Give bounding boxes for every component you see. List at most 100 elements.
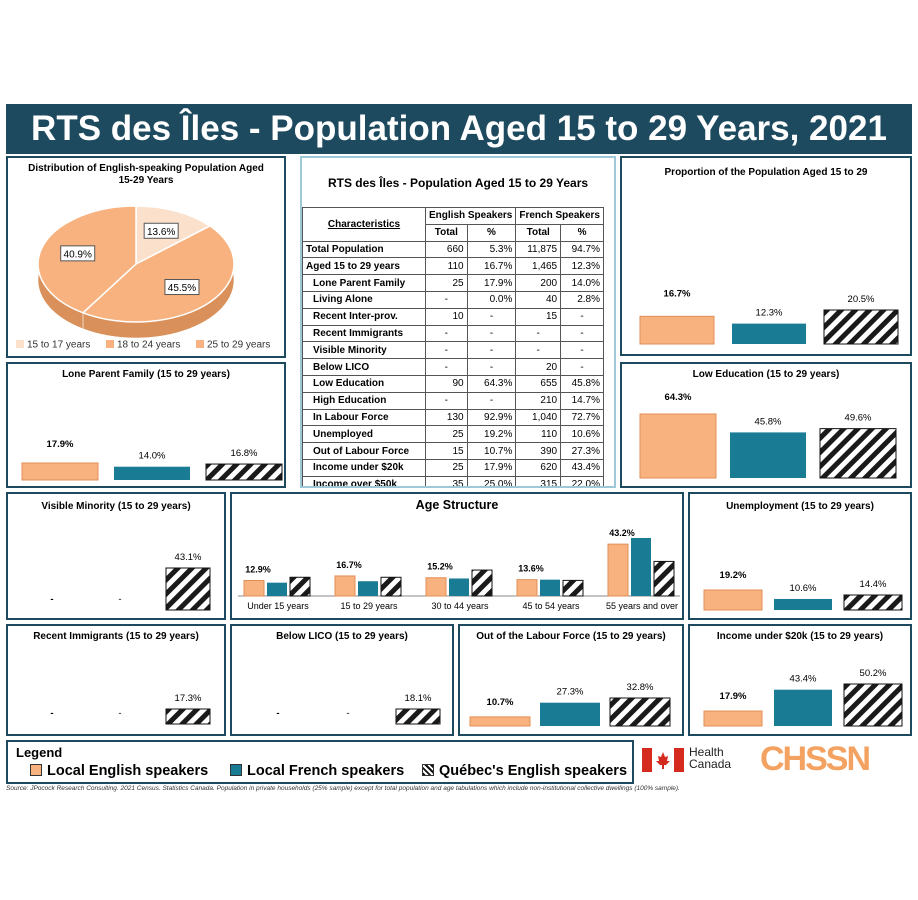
visible-minority-panel: Visible Minority (15 to 29 years) - - 43.1… bbox=[6, 492, 226, 620]
fr-pct: 14.7% bbox=[560, 391, 604, 410]
en-pct: 92.9% bbox=[466, 408, 517, 427]
bar-label-english: 17.9% bbox=[47, 439, 74, 450]
en-pct: 10.7% bbox=[466, 442, 517, 460]
row-label: High Education bbox=[302, 391, 426, 410]
pie-chart: 13.6% 45.5% 40.9% 15 to 17 years 18 to 24 ye… bbox=[16, 205, 270, 351]
visible-minority-title: Visible Minority (15 to 29 years) bbox=[41, 501, 191, 512]
row-label: Unemployed bbox=[302, 425, 426, 444]
age-bar-quebec bbox=[380, 576, 402, 597]
fr-total: 110 bbox=[515, 425, 562, 444]
bar-label-french: - bbox=[346, 708, 349, 719]
age-category-label: 45 to 54 years bbox=[522, 601, 580, 611]
bar-quebec bbox=[843, 594, 903, 611]
legend-item-french: Local French speakers bbox=[230, 763, 404, 779]
age-structure-panel: Age Structure 12.9% Under 15 years 16.7% 15… bbox=[230, 492, 684, 620]
header-characteristics: Characteristics bbox=[302, 207, 426, 242]
bar-label-french: - bbox=[118, 708, 121, 719]
bar-label-english: - bbox=[50, 594, 53, 605]
table-row: Recent Immigrants - - - - bbox=[302, 324, 604, 343]
header-pct: % bbox=[560, 223, 604, 242]
age-category-label: 15 to 29 years bbox=[340, 601, 398, 611]
table-row: Aged 15 to 29 years 110 16.7% 1,465 12.3% bbox=[302, 257, 604, 276]
page-title: RTS des Îles - Population Aged 15 to 29 … bbox=[6, 104, 912, 154]
table-row: Income under $20k 25 17.9% 620 43.4% bbox=[302, 458, 604, 477]
bar-quebec bbox=[205, 463, 283, 481]
row-label: Recent Immigrants bbox=[302, 324, 426, 343]
en-total: 15 bbox=[425, 442, 468, 460]
proportion-title: Proportion of the Population Aged 15 to … bbox=[664, 167, 868, 178]
fr-total: 15 bbox=[515, 307, 562, 326]
en-total: 35 bbox=[425, 475, 468, 486]
age-bar-english bbox=[516, 579, 538, 597]
legend-label-french: Local French speakers bbox=[247, 763, 405, 779]
out-labour-chart: 10.7% 27.3% 32.8% bbox=[469, 682, 671, 727]
row-label: Out of Labour Force bbox=[302, 442, 426, 460]
fr-total: 315 bbox=[515, 475, 562, 486]
bar-english bbox=[639, 315, 715, 345]
bar-quebec bbox=[843, 683, 903, 727]
fr-total: - bbox=[515, 324, 562, 343]
age-data-label: 12.9% bbox=[245, 565, 271, 575]
table-row: Low Education 90 64.3% 655 45.8% bbox=[302, 374, 604, 393]
pie-label-box bbox=[143, 222, 179, 239]
header-total: Total bbox=[425, 223, 468, 242]
age-bar-english bbox=[243, 580, 265, 597]
row-label: Visible Minority bbox=[302, 341, 426, 360]
legend-label-english: Local English speakers bbox=[47, 763, 209, 779]
unemployment-chart: 19.2% 10.6% 14.4% bbox=[703, 570, 903, 611]
income-chart: 17.9% 43.4% 50.2% bbox=[703, 668, 903, 727]
age-bar-french bbox=[631, 538, 651, 596]
en-total: 110 bbox=[425, 257, 468, 276]
table-row: Lone Parent Family 25 17.9% 200 14.0% bbox=[302, 274, 604, 292]
pie-label-box bbox=[164, 279, 200, 296]
age-bar-french bbox=[449, 578, 469, 596]
legend-title: Legend bbox=[16, 745, 63, 760]
legend: Legend Local English speakers Local Fren… bbox=[6, 740, 634, 784]
row-label: Income over $50k bbox=[302, 475, 426, 486]
age-category-label: 55 years and over bbox=[606, 601, 678, 611]
health-canada-line2: Canada bbox=[689, 757, 732, 771]
bar-label-english: - bbox=[50, 708, 53, 719]
pie-label-box bbox=[60, 245, 96, 262]
en-pct: 17.9% bbox=[466, 274, 517, 292]
fr-total: 1,040 bbox=[515, 408, 562, 427]
en-pct: 0.0% bbox=[466, 290, 517, 309]
low-education-title: Low Education (15 to 29 years) bbox=[692, 369, 840, 380]
income-title: Income under $20k (15 to 29 years) bbox=[716, 631, 884, 642]
english-swatch bbox=[30, 764, 42, 776]
table-row: Total Population 660 5.3% 11,875 94.7% bbox=[302, 240, 604, 259]
en-total: - bbox=[425, 324, 468, 343]
pie-legend-swatch bbox=[196, 340, 204, 348]
bar-label-english: 10.7% bbox=[487, 697, 514, 708]
fr-pct: 14.0% bbox=[560, 274, 604, 292]
unemployment-title: Unemployment (15 to 29 years) bbox=[726, 501, 874, 512]
bar-label-french: 45.8% bbox=[755, 416, 782, 427]
pie-legend-swatch bbox=[16, 340, 24, 348]
age-category-label: Under 15 years bbox=[247, 601, 309, 611]
bar-english bbox=[21, 462, 99, 481]
row-label: In Labour Force bbox=[302, 408, 426, 427]
fr-pct: - bbox=[560, 341, 604, 360]
fr-pct: - bbox=[560, 307, 604, 326]
en-pct: 19.2% bbox=[466, 425, 517, 444]
pie-title: Distribution of English-speaking Populat… bbox=[28, 163, 264, 186]
bar-label-quebec: 20.5% bbox=[848, 294, 875, 305]
proportion-chart: 16.7% 12.3% 20.5% bbox=[639, 288, 899, 345]
bar-english bbox=[703, 589, 763, 611]
pie-data-label: 45.5% bbox=[168, 283, 196, 294]
fr-pct: 22.0% bbox=[560, 475, 604, 486]
en-pct: 64.3% bbox=[466, 374, 517, 393]
bar-label-french: 14.0% bbox=[139, 451, 166, 462]
age-bar-quebec bbox=[562, 579, 584, 597]
fr-pct: 27.3% bbox=[560, 442, 604, 460]
fr-total: 11,875 bbox=[515, 240, 562, 259]
bar-label-french: 10.6% bbox=[790, 583, 817, 594]
bar-label-english: 64.3% bbox=[665, 392, 692, 403]
out-labour-title: Out of the Labour Force (15 to 29 years) bbox=[476, 631, 666, 642]
bar-label-quebec: 16.8% bbox=[231, 448, 258, 459]
age-category-label: 30 to 44 years bbox=[431, 601, 489, 611]
bar-english bbox=[703, 710, 763, 727]
source-note: Source: JPocock Research Consulting. 202… bbox=[6, 785, 680, 792]
en-total: - bbox=[425, 391, 468, 410]
age-bar-quebec bbox=[471, 569, 493, 597]
